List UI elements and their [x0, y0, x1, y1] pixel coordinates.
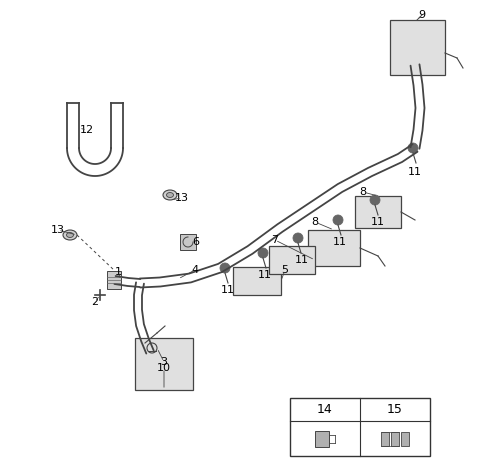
- Text: 11: 11: [221, 285, 235, 295]
- Bar: [390, 20, 445, 75]
- Bar: [135, 338, 193, 390]
- Text: 8: 8: [312, 217, 319, 227]
- Text: 11: 11: [333, 237, 347, 247]
- Bar: [381, 432, 389, 446]
- Ellipse shape: [163, 190, 177, 200]
- Text: 4: 4: [192, 265, 199, 275]
- Circle shape: [293, 233, 303, 243]
- Ellipse shape: [167, 192, 173, 198]
- Text: 10: 10: [157, 363, 171, 373]
- Bar: [315, 431, 329, 446]
- Circle shape: [370, 195, 380, 205]
- Bar: [308, 230, 360, 266]
- Bar: [269, 246, 315, 274]
- Text: 5: 5: [281, 265, 288, 275]
- Text: 8: 8: [360, 187, 367, 197]
- Ellipse shape: [63, 230, 77, 240]
- Ellipse shape: [67, 233, 73, 238]
- Text: 14: 14: [317, 403, 333, 416]
- Text: 6: 6: [192, 237, 200, 247]
- Text: 11: 11: [371, 217, 385, 227]
- Bar: [401, 432, 409, 446]
- Bar: [290, 398, 430, 456]
- Bar: [180, 234, 196, 250]
- Circle shape: [333, 215, 343, 225]
- Bar: [391, 432, 399, 446]
- Bar: [233, 267, 281, 295]
- Circle shape: [408, 143, 418, 153]
- Text: 13: 13: [51, 225, 65, 235]
- Bar: [355, 196, 401, 228]
- Circle shape: [258, 248, 268, 258]
- Text: 12: 12: [80, 125, 94, 135]
- Text: 15: 15: [387, 403, 403, 416]
- Text: 3: 3: [160, 357, 168, 367]
- Text: 11: 11: [258, 270, 272, 280]
- Text: 9: 9: [419, 10, 426, 20]
- Circle shape: [220, 263, 230, 273]
- Text: 7: 7: [271, 235, 278, 245]
- Text: 2: 2: [91, 297, 98, 307]
- Bar: [107, 271, 121, 289]
- Text: 11: 11: [408, 167, 422, 177]
- Text: 13: 13: [175, 193, 189, 203]
- Text: 1: 1: [115, 267, 121, 277]
- Text: 11: 11: [295, 255, 309, 265]
